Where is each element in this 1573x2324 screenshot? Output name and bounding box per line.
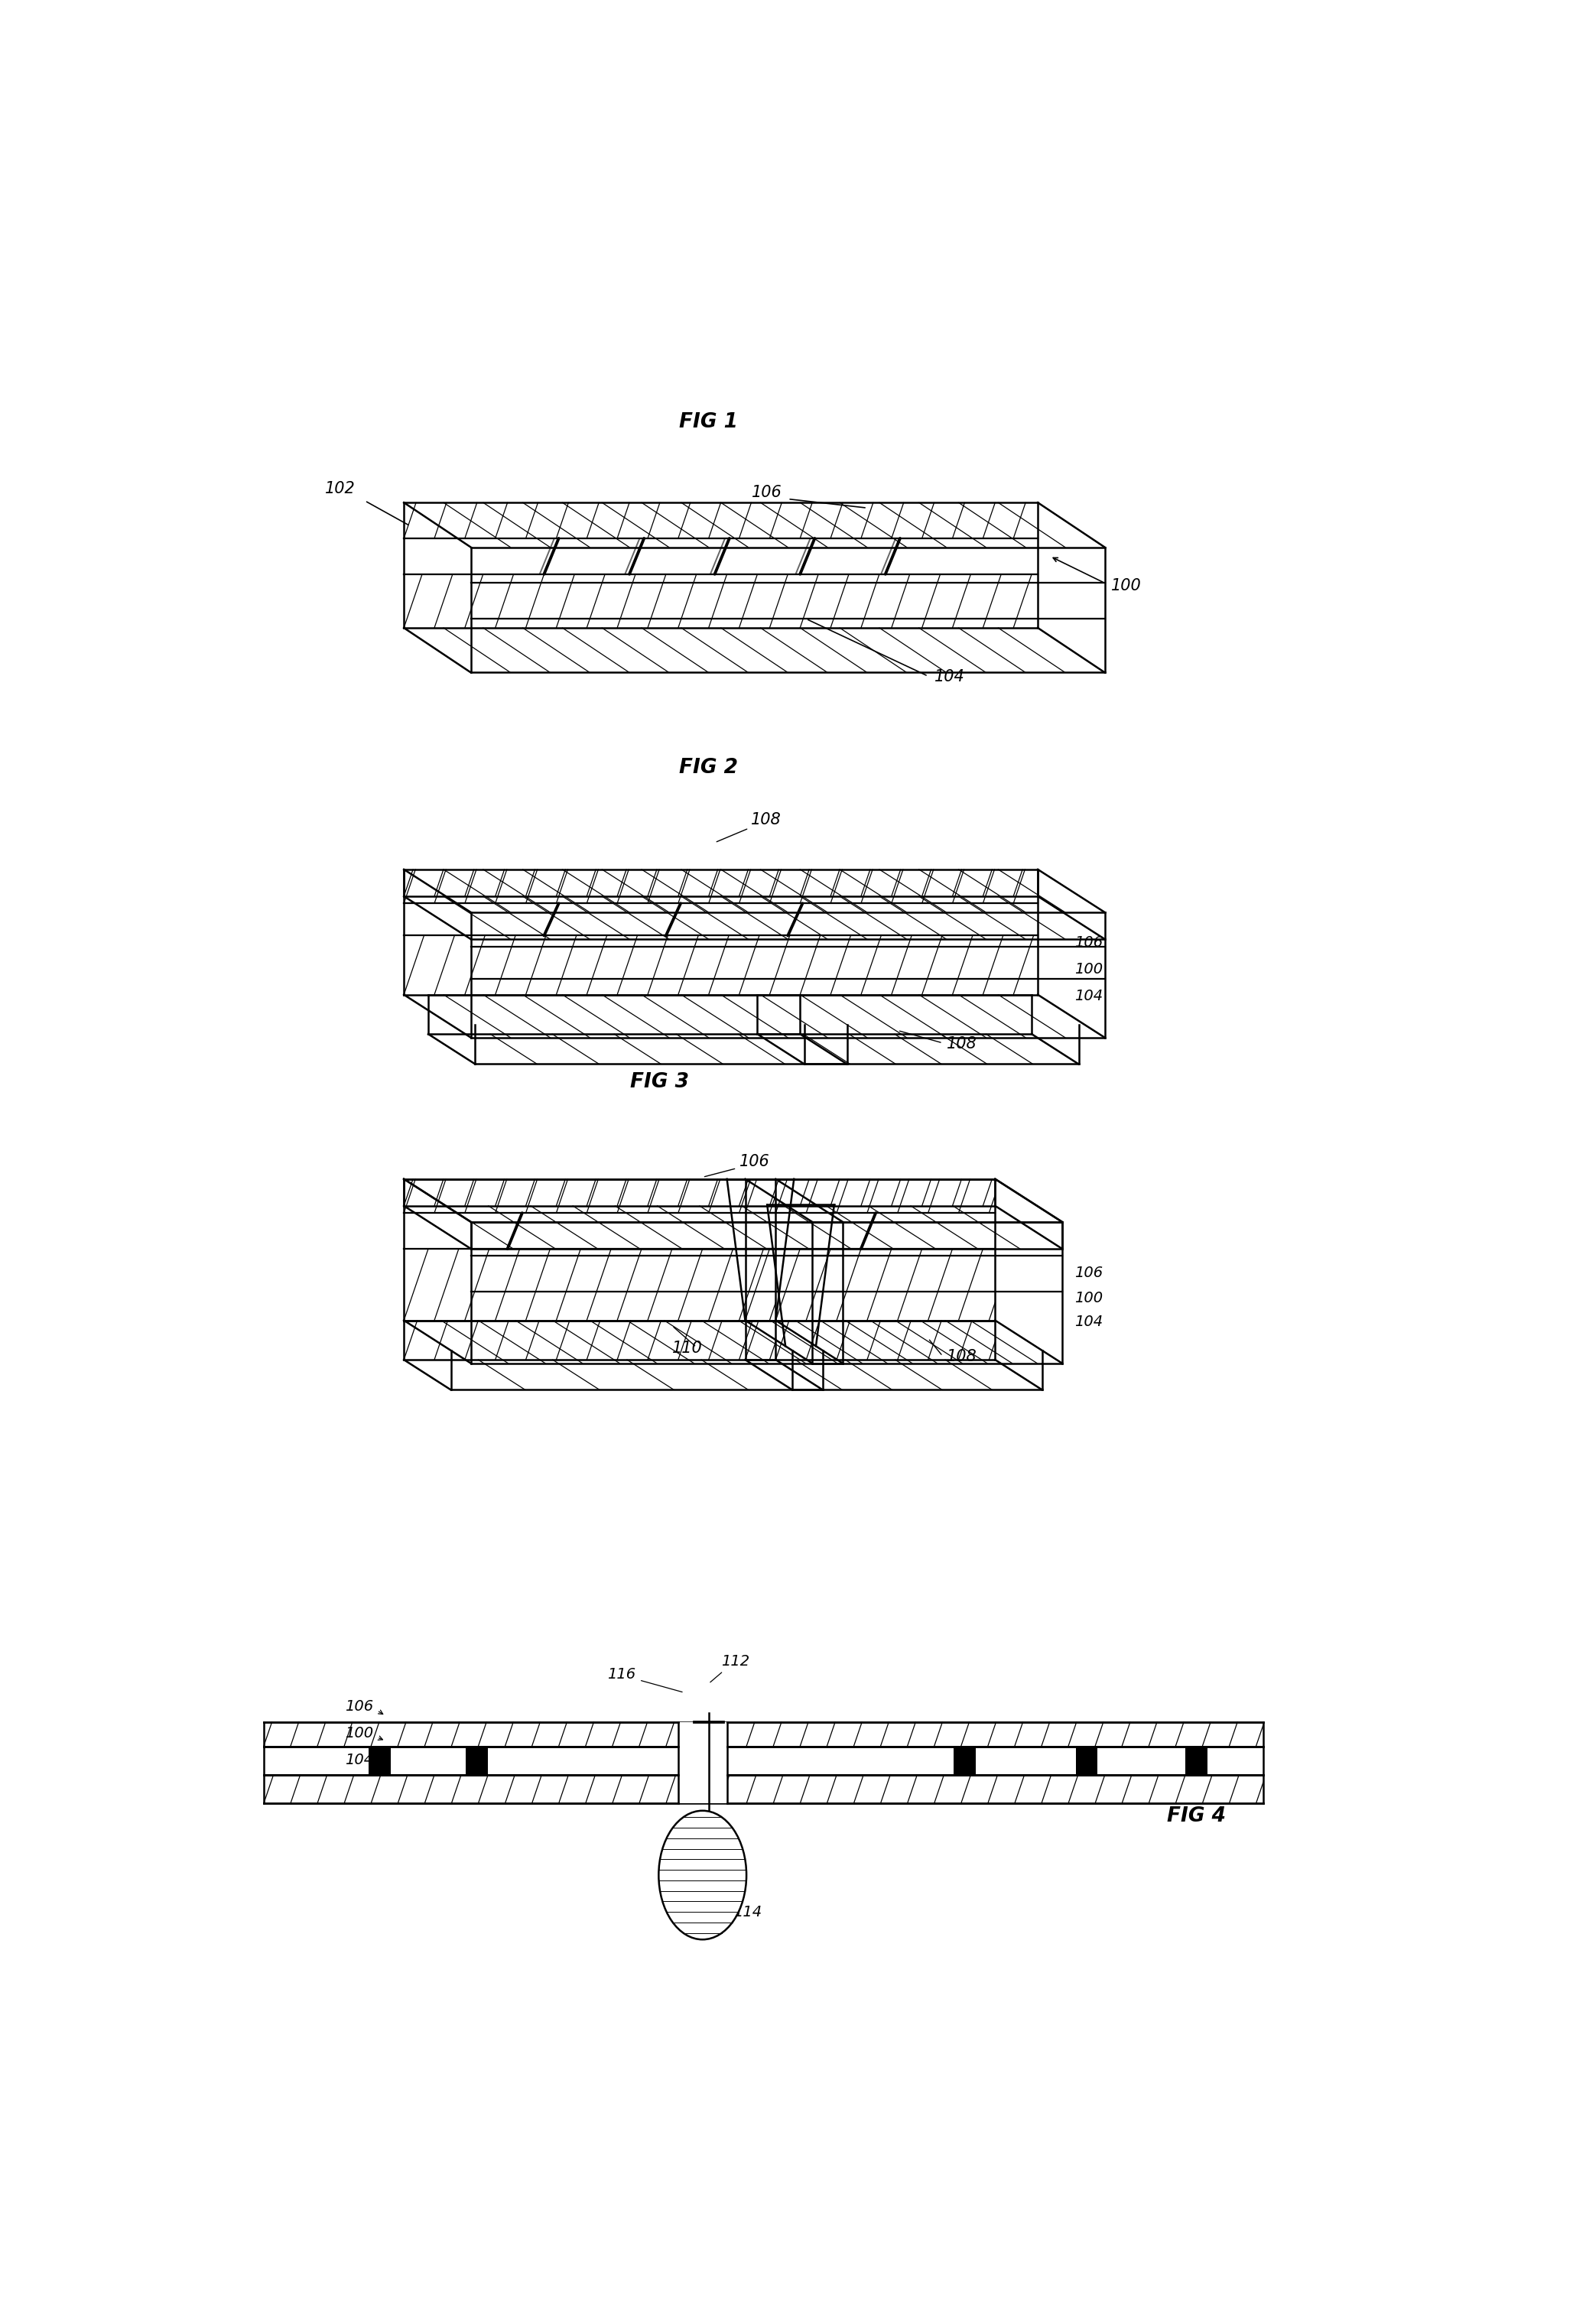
Circle shape [659,1810,747,1941]
Bar [368,1745,390,1776]
Text: 106: 106 [739,1155,769,1169]
Text: 104: 104 [934,669,964,686]
Text: FIG 4: FIG 4 [1167,1806,1225,1827]
Bar [953,1745,975,1776]
Text: 110: 110 [672,1341,703,1355]
Text: 100: 100 [344,1727,373,1741]
Text: FIG 1: FIG 1 [680,411,738,432]
Text: 106: 106 [1074,934,1103,951]
Bar [1186,1745,1206,1776]
Text: 104: 104 [344,1752,373,1766]
Bar [466,1745,488,1776]
Text: 104: 104 [1074,1315,1103,1329]
Text: FIG 2: FIG 2 [680,758,738,776]
Text: 106: 106 [752,486,782,500]
Text: 102: 102 [324,481,355,497]
Text: 100: 100 [1074,962,1103,976]
Text: 108: 108 [947,1350,977,1364]
Bar [1076,1745,1098,1776]
Text: 106: 106 [344,1699,373,1713]
Text: FIG 3: FIG 3 [631,1071,689,1092]
Text: 100: 100 [1074,1292,1103,1306]
Text: 108: 108 [752,813,782,827]
Text: 104: 104 [1074,988,1103,1004]
Text: 112: 112 [720,1655,749,1669]
Text: 114: 114 [733,1906,761,1920]
Text: 108: 108 [947,1037,977,1050]
Text: 100: 100 [1111,579,1142,593]
Text: 116: 116 [607,1666,635,1680]
Text: 106: 106 [1074,1267,1103,1281]
